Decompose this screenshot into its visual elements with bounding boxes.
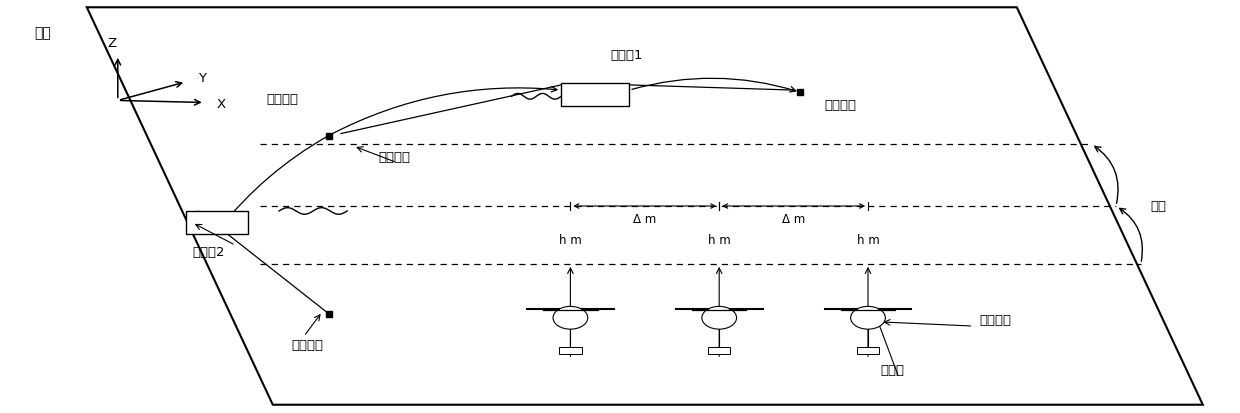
Text: X: X	[217, 98, 226, 111]
Text: 发射机2: 发射机2	[192, 245, 224, 259]
Bar	[559, 347, 582, 354]
Text: 发射电极: 发射电极	[291, 338, 324, 351]
Text: 发射电缆: 发射电缆	[378, 150, 410, 164]
Text: Z: Z	[107, 37, 117, 50]
Text: 无人机: 无人机	[880, 363, 905, 376]
Text: 观测装置: 观测装置	[980, 313, 1012, 327]
Bar	[186, 211, 248, 235]
Bar	[560, 83, 629, 106]
Polygon shape	[87, 8, 1203, 405]
Text: Δ m: Δ m	[634, 212, 656, 225]
Ellipse shape	[702, 306, 737, 330]
Text: h m: h m	[708, 233, 730, 246]
Bar	[708, 347, 730, 354]
Text: Y: Y	[198, 72, 206, 85]
Bar	[857, 347, 879, 354]
Text: 测线: 测线	[1151, 200, 1167, 213]
Text: 发射机1: 发射机1	[610, 49, 642, 62]
Text: Δ m: Δ m	[782, 212, 805, 225]
Text: h m: h m	[559, 233, 582, 246]
Text: h m: h m	[857, 233, 879, 246]
Ellipse shape	[851, 306, 885, 330]
Ellipse shape	[553, 306, 588, 330]
Text: 发射电极: 发射电极	[825, 99, 857, 112]
Text: 发射电极: 发射电极	[267, 93, 299, 106]
Text: 地表: 地表	[35, 26, 52, 40]
